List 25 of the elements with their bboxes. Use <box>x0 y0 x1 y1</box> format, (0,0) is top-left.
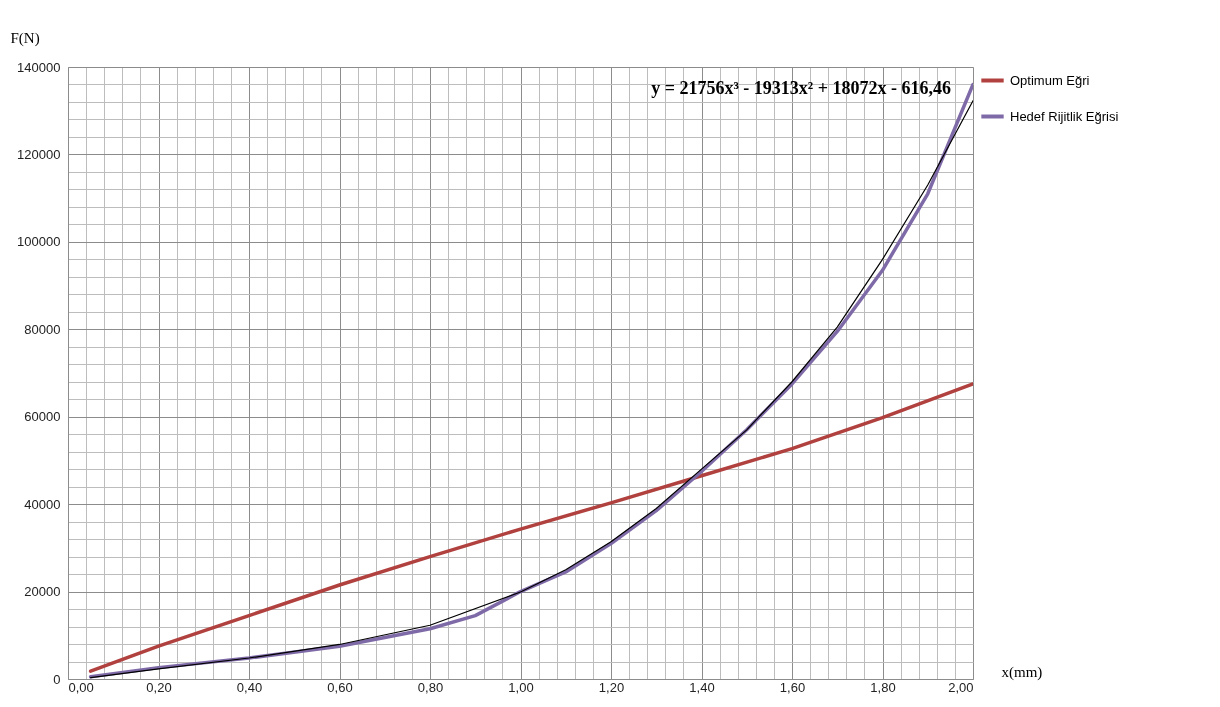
legend-label: Hedef Rijitlik Eğrisi <box>1010 108 1119 124</box>
x-tick-label: 1,60 <box>779 679 806 695</box>
line-series <box>88 382 973 673</box>
y-tick-label: 140000 <box>17 59 61 75</box>
x-tick-label: 2,00 <box>948 679 974 695</box>
x-tick-label: 0,80 <box>417 679 444 695</box>
y-tick-label: 60000 <box>24 409 61 425</box>
annotation: y = 21756x³ - 19313x² + 18072x - 616,46 <box>651 78 951 98</box>
x-axis-title: x(mm) <box>1001 663 1043 681</box>
y-axis-title: F(N) <box>10 29 40 47</box>
x-tick-label: 1,40 <box>689 679 715 695</box>
x-tick-label: 0,20 <box>146 679 172 695</box>
x-tick-label: 1,80 <box>870 679 896 695</box>
legend-label: Optimum Eğri <box>1010 72 1090 88</box>
y-tick-label: 20000 <box>24 584 61 600</box>
x-tick-label: 1,00 <box>508 679 534 695</box>
y-tick-label: 100000 <box>17 234 61 250</box>
y-tick-label: 0 <box>53 671 61 687</box>
x-tick-label: 0,40 <box>236 679 263 695</box>
y-tick-label: 40000 <box>24 496 61 512</box>
x-tick-label: 1,20 <box>598 679 625 695</box>
x-tick-label: 0,60 <box>327 679 353 695</box>
x-tick-label: 0,00 <box>68 679 94 695</box>
y-tick-label: 80000 <box>24 321 61 337</box>
y-tick-label: 120000 <box>17 146 61 162</box>
